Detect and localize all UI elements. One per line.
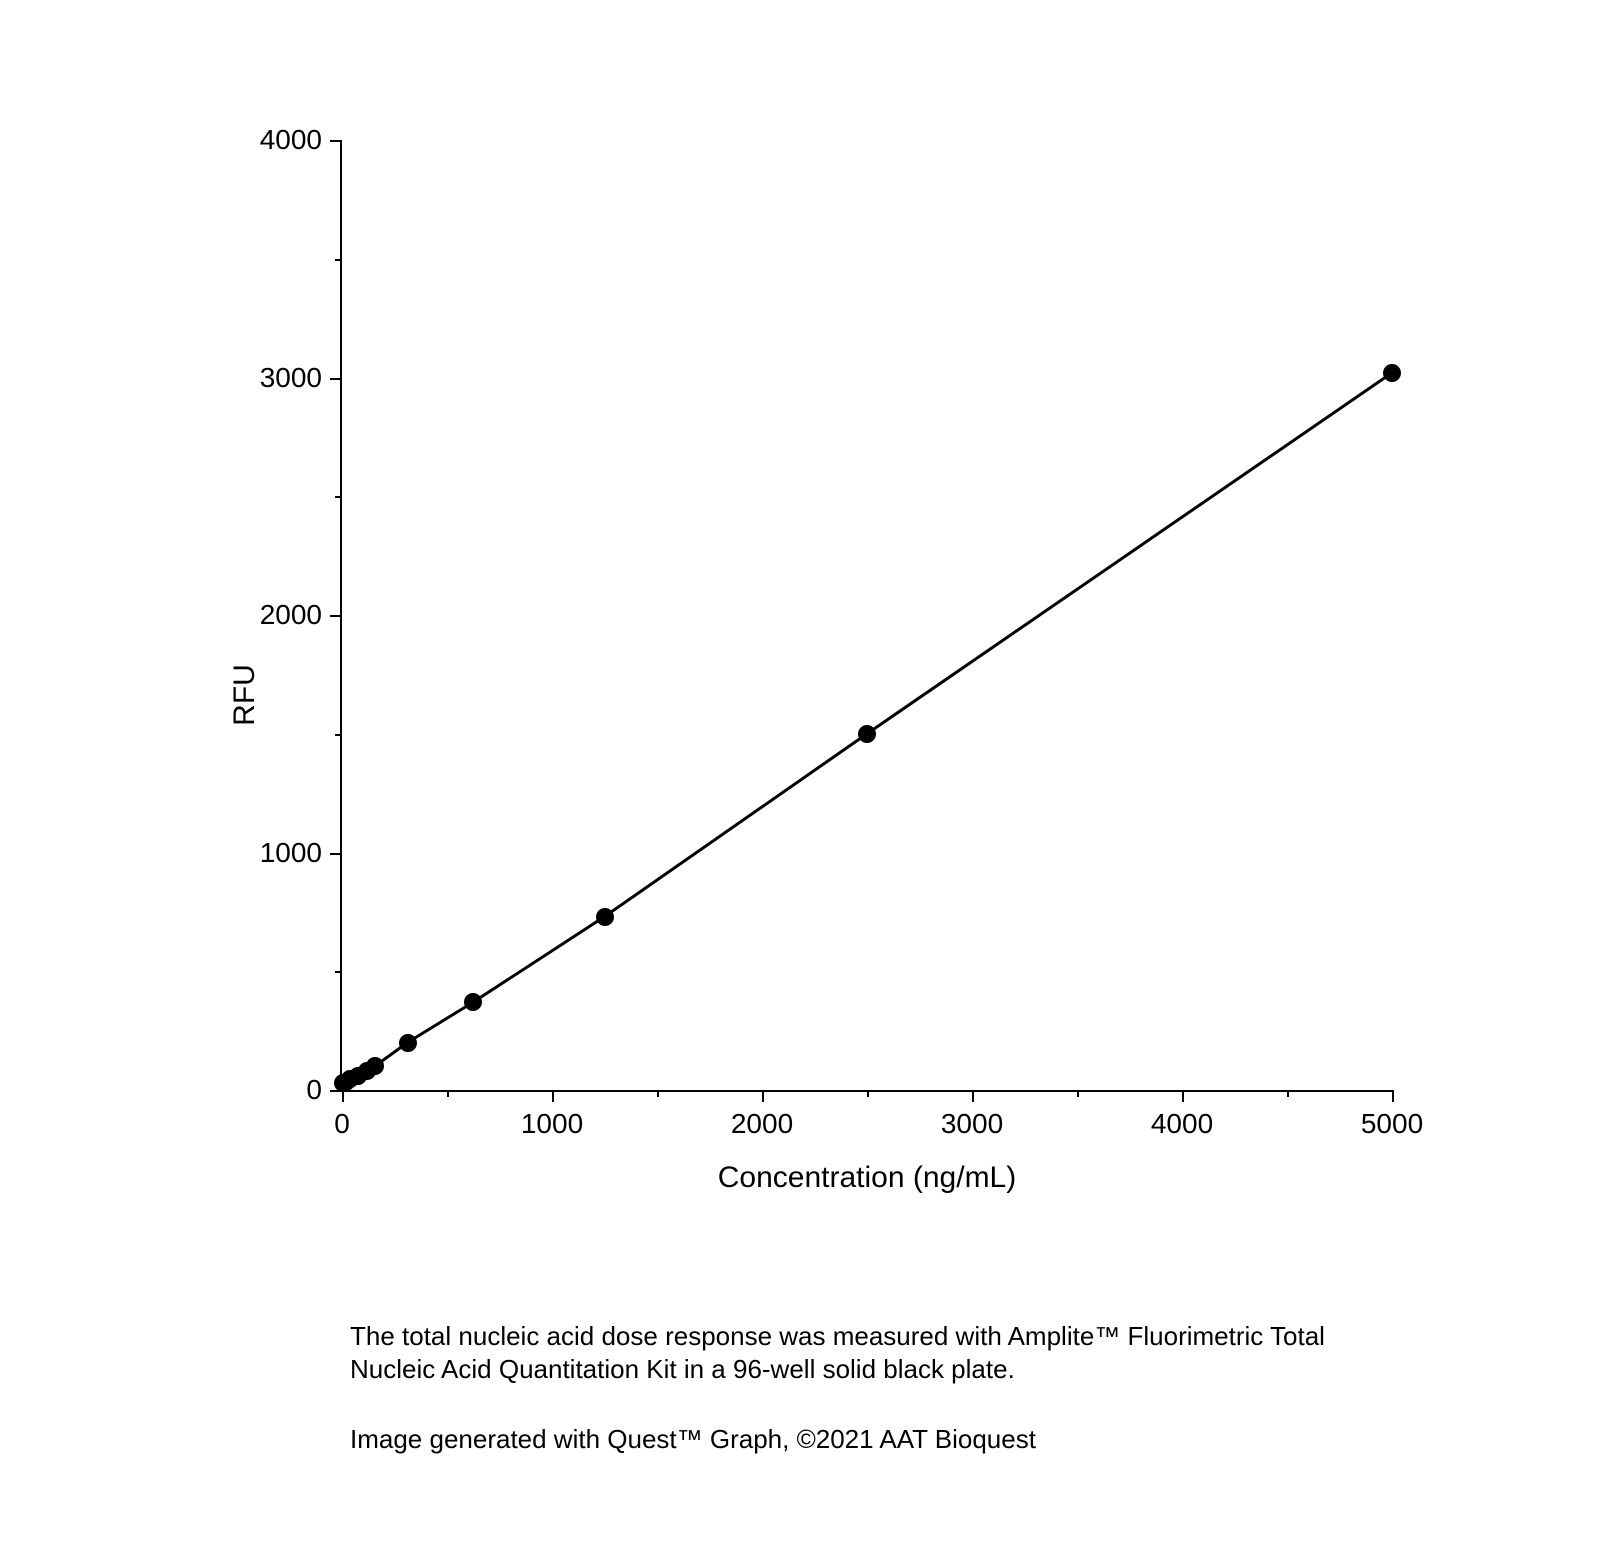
x-tick-minor (1287, 1090, 1289, 1097)
y-tick-minor (335, 259, 342, 261)
x-axis-title: Concentration (ng/mL) (718, 1161, 1016, 1195)
y-tick (330, 140, 342, 142)
y-tick-minor (335, 496, 342, 498)
x-tick-label: 1000 (521, 1108, 583, 1140)
y-tick-minor (335, 734, 342, 736)
x-tick-label: 2000 (731, 1108, 793, 1140)
x-tick-minor (1077, 1090, 1079, 1097)
data-point-marker (464, 993, 482, 1011)
x-tick-minor (867, 1090, 869, 1097)
x-tick (972, 1090, 974, 1102)
y-tick-label: 4000 (260, 124, 322, 156)
y-axis-title: RFU (228, 664, 262, 726)
x-tick-label: 3000 (941, 1108, 1003, 1140)
plot-area: Concentration (ng/mL) 010002000300040000… (340, 140, 1392, 1092)
y-tick-minor (335, 971, 342, 973)
data-point-marker (1383, 364, 1401, 382)
x-tick (1392, 1090, 1394, 1102)
x-tick-label: 0 (334, 1108, 350, 1140)
x-tick-label: 4000 (1151, 1108, 1213, 1140)
data-point-marker (596, 908, 614, 926)
caption-line-1: The total nucleic acid dose response was… (350, 1320, 1370, 1385)
chart-line-svg (342, 140, 1392, 1090)
y-tick (330, 853, 342, 855)
x-tick (762, 1090, 764, 1102)
x-tick (552, 1090, 554, 1102)
y-tick-label: 1000 (260, 837, 322, 869)
caption-line-2: Image generated with Quest™ Graph, ©2021… (350, 1423, 1370, 1456)
y-tick-label: 3000 (260, 362, 322, 394)
chart-wrapper: RFU Concentration (ng/mL) 01000200030004… (160, 130, 1440, 1260)
data-point-marker (858, 725, 876, 743)
y-tick (330, 378, 342, 380)
y-tick-label: 0 (306, 1074, 322, 1106)
x-tick (1182, 1090, 1184, 1102)
data-point-marker (366, 1057, 384, 1075)
x-tick-minor (657, 1090, 659, 1097)
page: RFU Concentration (ng/mL) 01000200030004… (0, 0, 1600, 1550)
data-point-marker (399, 1034, 417, 1052)
x-tick-minor (447, 1090, 449, 1097)
x-tick-label: 5000 (1361, 1108, 1423, 1140)
y-tick (330, 615, 342, 617)
caption-block: The total nucleic acid dose response was… (350, 1320, 1370, 1456)
y-tick-label: 2000 (260, 599, 322, 631)
